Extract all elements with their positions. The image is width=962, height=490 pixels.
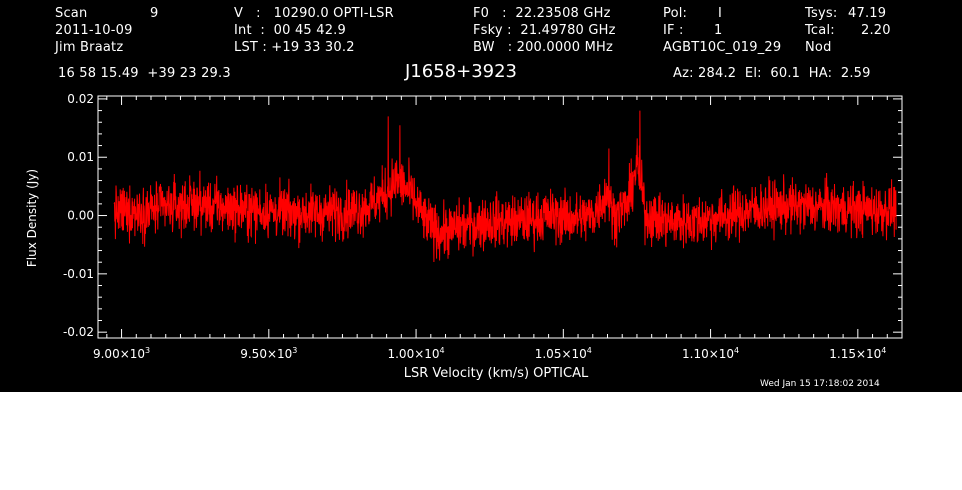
source-name: J1658+3923: [405, 61, 518, 82]
sky-frequency-line: Fsky : 21.49780 GHz: [473, 23, 616, 38]
tcal-label: Tcal:: [805, 23, 835, 38]
y-tick-label: -0.02: [63, 325, 94, 339]
bandwidth-line: BW : 200.0000 MHz: [473, 40, 613, 55]
az-el-ha: Az: 284.2 El: 60.1 HA: 2.59: [673, 66, 871, 81]
tcal-value: 2.20: [861, 23, 891, 38]
if-value: 1: [714, 23, 723, 38]
tsys-label: Tsys:: [805, 6, 838, 21]
plot-panel: Scan 9 2011-10-09 Jim Braatz V : 10290.0…: [0, 0, 962, 392]
axis-tick-labels: 9.00×103 9.50×103 1.00×104 1.05×104 1.10×104…: [63, 92, 886, 361]
spectrum-series-0: [113, 110, 897, 263]
y-tick-label: -0.01: [63, 267, 94, 281]
source-coordinates: 16 58 15.49 +39 23 29.3: [58, 66, 231, 81]
scan-number: 9: [150, 6, 159, 21]
x-tick-label: 9.00×103: [93, 346, 150, 361]
polarization-label: Pol:: [663, 6, 688, 21]
rest-frequency-line: F0 : 22.23508 GHz: [473, 6, 611, 21]
integration-line: Int : 00 45 42.9: [234, 23, 346, 38]
project-id: AGBT10C_019_29: [663, 40, 782, 55]
tsys-value: 47.19: [848, 6, 887, 21]
observer-name: Jim Braatz: [55, 40, 124, 55]
spectrum-chart: 9.00×103 9.50×103 1.00×104 1.05×104 1.10×104…: [25, 92, 903, 381]
y-tick-label: 0.02: [67, 92, 94, 106]
x-tick-label: 1.00×104: [387, 346, 444, 361]
x-tick-label: 1.10×104: [682, 346, 739, 361]
plot-frame: [97, 95, 903, 339]
velocity-line: V : 10290.0 OPTI-LSR: [234, 6, 394, 21]
observation-date: 2011-10-09: [55, 23, 133, 38]
x-tick-label: 1.15×104: [829, 346, 886, 361]
axis-ticks: [98, 96, 903, 338]
series-layer: [113, 110, 897, 263]
observing-mode: Nod: [805, 40, 832, 55]
render-timestamp: Wed Jan 15 17:18:02 2014: [760, 379, 880, 389]
scan-label: Scan: [55, 6, 88, 21]
if-label: IF :: [663, 23, 684, 38]
lst-line: LST : +19 33 30.2: [234, 40, 355, 55]
x-axis-label: LSR Velocity (km/s) OPTICAL: [404, 366, 589, 381]
y-tick-label: 0.00: [67, 209, 94, 223]
x-tick-label: 1.05×104: [535, 346, 592, 361]
y-axis-label: Flux Density (Jy): [25, 169, 39, 267]
polarization-value: I: [718, 6, 723, 21]
y-tick-label: 0.01: [67, 150, 94, 164]
x-tick-label: 9.50×103: [240, 346, 297, 361]
